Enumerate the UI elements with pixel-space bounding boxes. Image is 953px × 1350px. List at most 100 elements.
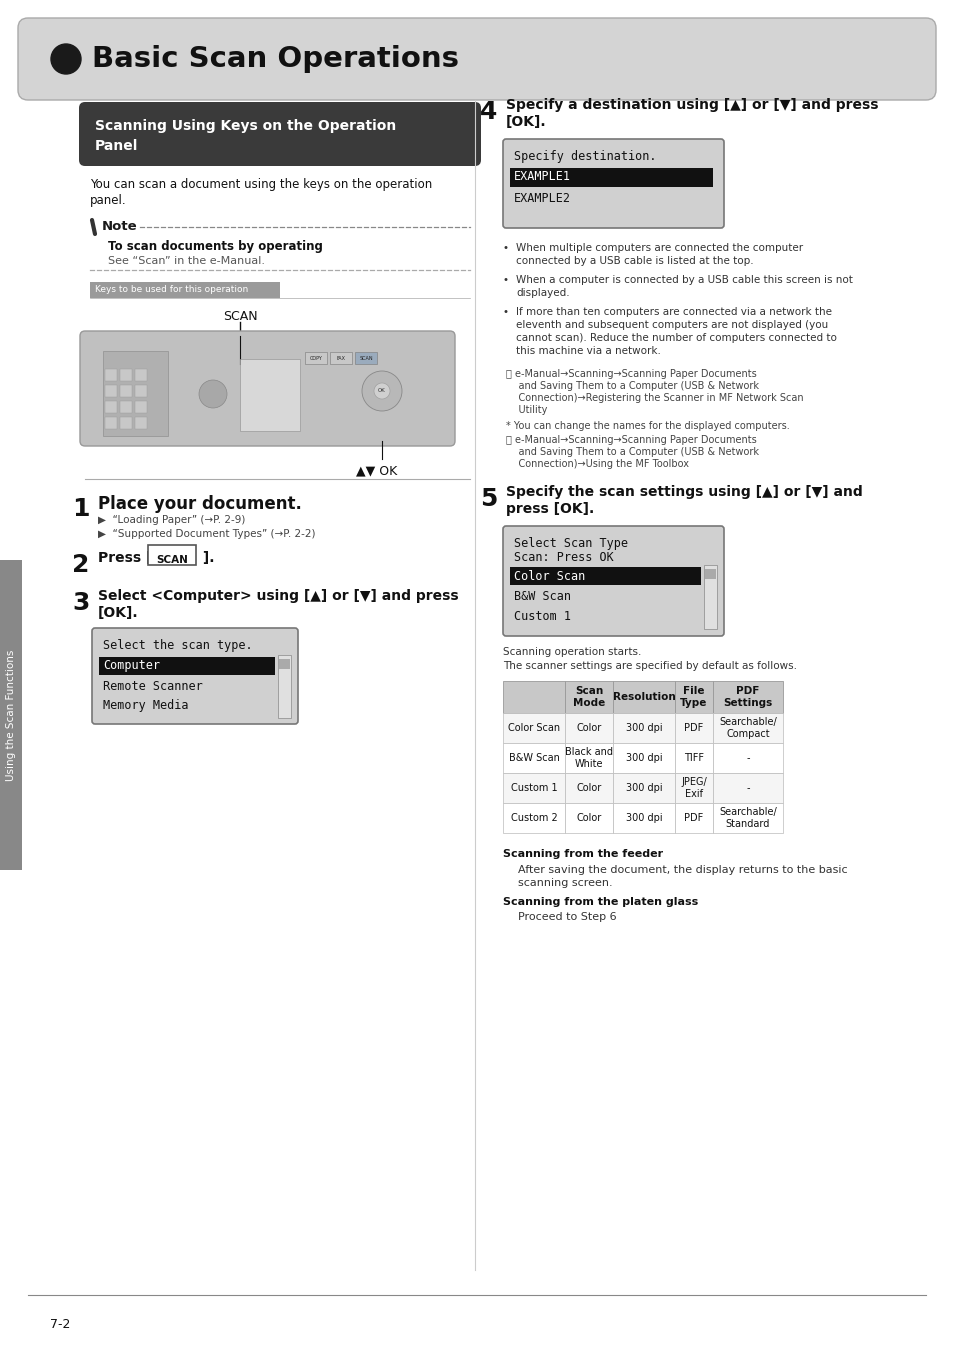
Text: 300 dpi: 300 dpi: [625, 813, 661, 823]
Text: press [OK].: press [OK].: [505, 502, 594, 516]
Text: SCAN: SCAN: [222, 310, 257, 323]
Text: scanning screen.: scanning screen.: [517, 878, 612, 888]
FancyBboxPatch shape: [79, 103, 480, 166]
Text: 4: 4: [479, 100, 497, 124]
Bar: [712, 743, 782, 774]
Text: and Saving Them to a Computer (USB & Network: and Saving Them to a Computer (USB & Net…: [505, 381, 759, 392]
Bar: [712, 680, 782, 713]
Bar: [105, 417, 117, 429]
Text: File
Type: File Type: [679, 686, 707, 709]
Text: 7-2: 7-2: [50, 1318, 71, 1331]
Text: Panel: Panel: [95, 139, 138, 153]
Text: Scanning from the feeder: Scanning from the feeder: [502, 849, 662, 859]
Circle shape: [199, 379, 227, 408]
Text: 5: 5: [479, 487, 497, 512]
Text: When a computer is connected by a USB cable this screen is not: When a computer is connected by a USB ca…: [516, 275, 852, 285]
Text: cannot scan). Reduce the number of computers connected to: cannot scan). Reduce the number of compu…: [516, 333, 836, 343]
Text: Note: Note: [102, 220, 137, 234]
Bar: [712, 803, 782, 833]
Text: ▶  “Loading Paper” (→P. 2-9): ▶ “Loading Paper” (→P. 2-9): [98, 514, 245, 525]
Text: 3: 3: [71, 591, 90, 616]
Text: [OK].: [OK].: [505, 115, 546, 130]
Text: SCAN: SCAN: [359, 355, 373, 360]
Text: 2: 2: [71, 554, 90, 576]
Text: EXAMPLE1: EXAMPLE1: [514, 170, 571, 184]
Text: eleventh and subsequent computers are not displayed (you: eleventh and subsequent computers are no…: [516, 320, 827, 329]
Text: ].: ].: [198, 551, 214, 566]
Text: 1: 1: [71, 497, 90, 521]
Text: B&W Scan: B&W Scan: [508, 753, 558, 763]
Text: Press [: Press [: [98, 551, 152, 566]
Bar: [103, 351, 168, 436]
Bar: [675, 713, 712, 743]
Text: •: •: [502, 243, 509, 252]
Text: Specify the scan settings using [▲] or [▼] and: Specify the scan settings using [▲] or […: [505, 485, 862, 500]
Text: Scanning Using Keys on the Operation: Scanning Using Keys on the Operation: [95, 119, 395, 134]
FancyBboxPatch shape: [80, 331, 455, 446]
Text: ⎙ e-Manual→Scanning→Scanning Paper Documents: ⎙ e-Manual→Scanning→Scanning Paper Docum…: [505, 435, 756, 446]
Bar: [564, 774, 613, 803]
Text: Color: Color: [576, 783, 601, 792]
Text: Using the Scan Functions: Using the Scan Functions: [6, 649, 16, 780]
Text: 300 dpi: 300 dpi: [625, 753, 661, 763]
Text: You can scan a document using the keys on the operation: You can scan a document using the keys o…: [90, 178, 432, 190]
Bar: [120, 385, 132, 397]
Text: Keys to be used for this operation: Keys to be used for this operation: [95, 285, 248, 294]
Text: PDF: PDF: [683, 813, 703, 823]
FancyBboxPatch shape: [148, 545, 195, 566]
Text: panel.: panel.: [90, 194, 127, 207]
Bar: [120, 417, 132, 429]
Text: Resolution: Resolution: [612, 693, 675, 702]
Text: Searchable/
Standard: Searchable/ Standard: [719, 807, 776, 829]
Bar: [675, 774, 712, 803]
FancyBboxPatch shape: [502, 139, 723, 228]
Text: TIFF: TIFF: [683, 753, 703, 763]
Bar: [502, 743, 564, 774]
Text: The scanner settings are specified by default as follows.: The scanner settings are specified by de…: [502, 662, 796, 671]
Bar: [613, 743, 675, 774]
Bar: [564, 803, 613, 833]
Text: Select <Computer> using [▲] or [▼] and press: Select <Computer> using [▲] or [▼] and p…: [98, 589, 458, 603]
Text: OK: OK: [377, 389, 385, 393]
Text: After saving the document, the display returns to the basic: After saving the document, the display r…: [517, 865, 846, 875]
Bar: [105, 369, 117, 381]
Text: connected by a USB cable is listed at the top.: connected by a USB cable is listed at th…: [516, 256, 753, 266]
Text: Black and
White: Black and White: [564, 747, 613, 769]
Text: JPEG/
Exif: JPEG/ Exif: [680, 776, 706, 799]
Text: Searchable/
Compact: Searchable/ Compact: [719, 717, 776, 740]
Text: Select the scan type.: Select the scan type.: [103, 639, 253, 652]
Text: Basic Scan Operations: Basic Scan Operations: [91, 45, 458, 73]
FancyBboxPatch shape: [91, 628, 297, 724]
Text: If more than ten computers are connected via a network the: If more than ten computers are connected…: [516, 306, 831, 317]
Text: Custom 1: Custom 1: [510, 783, 557, 792]
Bar: [105, 401, 117, 413]
Bar: [278, 659, 290, 670]
Text: •: •: [502, 275, 509, 285]
Text: 300 dpi: 300 dpi: [625, 724, 661, 733]
Bar: [355, 352, 376, 365]
Bar: [675, 803, 712, 833]
Bar: [120, 401, 132, 413]
Bar: [240, 359, 299, 431]
Text: Remote Scanner: Remote Scanner: [103, 679, 203, 693]
Text: this machine via a network.: this machine via a network.: [516, 346, 660, 356]
Bar: [613, 803, 675, 833]
Text: Specify destination.: Specify destination.: [514, 150, 656, 163]
Text: EXAMPLE2: EXAMPLE2: [514, 192, 571, 204]
Bar: [0, 560, 22, 869]
Text: Computer: Computer: [103, 660, 160, 672]
Text: Custom 2: Custom 2: [510, 813, 557, 823]
Text: •: •: [502, 306, 509, 317]
Text: Scanning from the platen glass: Scanning from the platen glass: [502, 896, 698, 907]
Text: B&W Scan: B&W Scan: [514, 590, 571, 602]
Text: SCAN: SCAN: [156, 555, 188, 566]
Bar: [99, 657, 274, 675]
Text: 300 dpi: 300 dpi: [625, 783, 661, 792]
Bar: [613, 774, 675, 803]
Text: Utility: Utility: [505, 405, 547, 414]
Text: displayed.: displayed.: [516, 288, 569, 298]
Text: -: -: [745, 783, 749, 792]
FancyBboxPatch shape: [502, 526, 723, 636]
Bar: [135, 417, 147, 429]
Text: Memory Media: Memory Media: [103, 699, 189, 713]
